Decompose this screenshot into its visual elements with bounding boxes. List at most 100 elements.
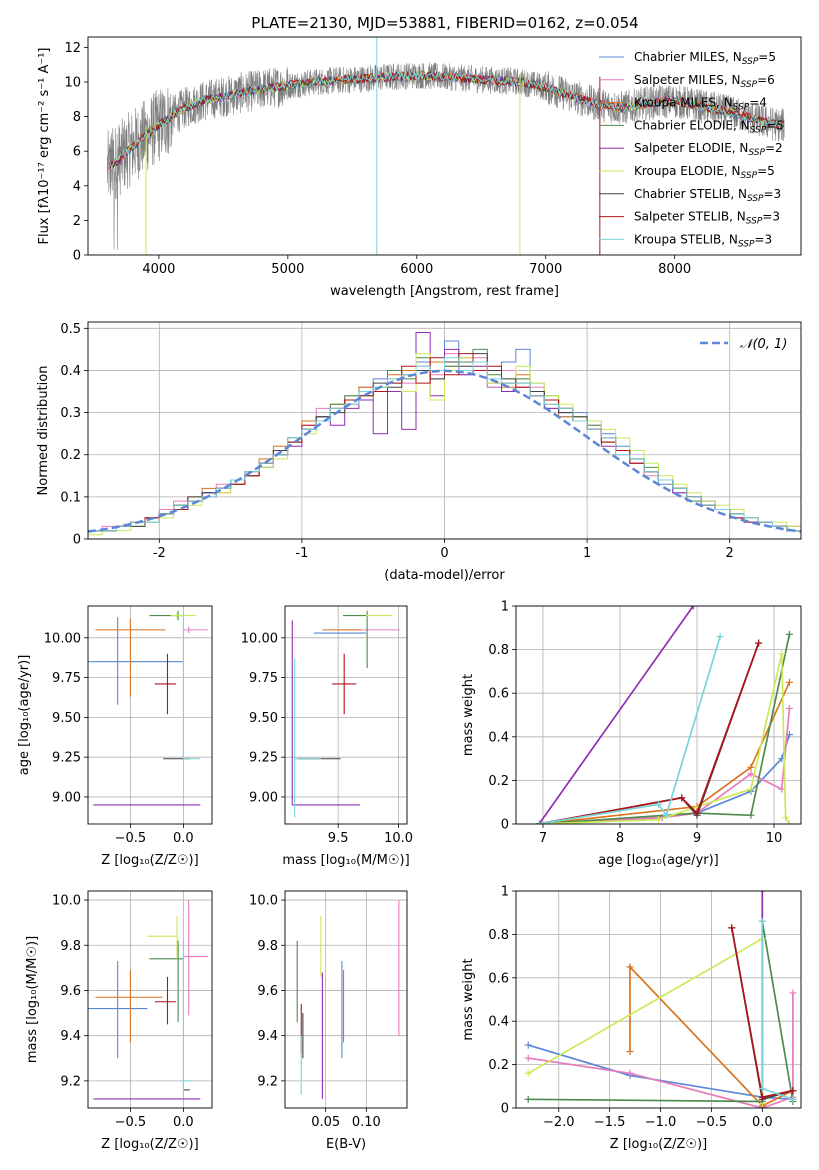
y-tick-label: 0.1: [60, 490, 81, 505]
weight-line: [538, 642, 760, 824]
weight-line: [539, 708, 791, 824]
errorbar: [183, 900, 208, 1016]
figure-title: PLATE=2130, MJD=53881, FIBERID=0162, z=0…: [251, 14, 638, 32]
y-tick-label: 10.0: [249, 894, 278, 909]
spectrum-lines: [107, 37, 785, 255]
y-axis-label: age [log₁₀(age/yr)]: [17, 655, 32, 776]
weight-marker: [755, 639, 763, 647]
y-tick-label: 9.00: [249, 790, 278, 805]
weight-vs-Z-chart: −2.0 −1.5 −1.0 −0.5 0.0 0 0.2 0.4 0.6 0.8 1 Z [log₁…: [461, 885, 802, 1152]
legend-label-sub: SSP: [741, 171, 758, 181]
weight-marker: [524, 1069, 532, 1077]
x-tick-label: 5000: [271, 262, 304, 277]
y-tick-label: 0.4: [488, 1015, 509, 1030]
x-tick-label: 0.10: [352, 1115, 381, 1130]
x-tick-label: -1: [295, 546, 308, 561]
y-tick-label: 6: [73, 145, 81, 160]
x-tick-label: 0.0: [173, 831, 194, 846]
weight-marker: [789, 1087, 797, 1095]
x-tick-label: -2: [153, 546, 166, 561]
legend-label: Chabrier STELIB, NSSP=3: [634, 187, 781, 204]
x-axis-label: Z [log₁₀(Z/Z☉)]: [610, 1137, 707, 1152]
y-tick-label: 9.6: [257, 984, 278, 999]
legend-label-tail: =3: [762, 210, 780, 224]
y-tick-label: 0.2: [488, 1058, 509, 1073]
legend-label-main: Kroupa ELODIE, N: [634, 164, 741, 178]
y-tick-label: 10.0: [52, 894, 81, 909]
weight-marker: [747, 770, 755, 778]
legend-label-tail: =5: [757, 164, 775, 178]
weight-line: [539, 634, 791, 824]
legend-label: Chabrier MILES, NSSP=5: [634, 50, 776, 67]
weight-marker: [655, 816, 662, 824]
weight-marker: [626, 963, 634, 971]
weight-marker: [655, 800, 662, 808]
grid-lines: [285, 606, 407, 824]
x-tick-label: 0.0: [173, 1115, 194, 1130]
mass-vs-ebv-chart: 0.05 0.10 9.2 9.4 9.6 9.8 10.0 E(B-V): [249, 890, 408, 1152]
weight-marker: [693, 809, 701, 817]
y-tick-label: 10.00: [44, 631, 81, 646]
x-tick-label: 6000: [400, 262, 433, 277]
weight-vs-age-chart: 7 8 9 10 0 0.2 0.4 0.6 0.8 1 age [log₁₀(age/yr)] ma…: [461, 600, 802, 868]
axes-frame: [284, 890, 408, 1109]
weight-line: [538, 636, 721, 824]
y-tick-label: 0.2: [60, 448, 81, 463]
weight-line: [538, 606, 694, 824]
legend-label: Salpeter ELODIE, NSSP=2: [634, 141, 783, 158]
errorbar: [181, 940, 193, 1095]
x-tick-label: 8000: [658, 262, 691, 277]
age-vs-mass-chart: 9.5 10.0 9.00 9.25 9.50 9.75 10.00 mass [log₁₀(…: [241, 605, 413, 868]
weight-marker: [524, 1095, 532, 1103]
x-tick-label: 2: [726, 546, 734, 561]
errorbar: [332, 653, 357, 715]
errorbar: [95, 970, 163, 1043]
legend-label-sub: SSP: [741, 80, 758, 90]
weight-marker: [626, 1048, 634, 1056]
weight-line: [629, 964, 794, 1107]
histograms: [88, 332, 801, 539]
legend-label-main: Salpeter MILES, N: [634, 73, 741, 87]
weight-marker: [626, 1069, 634, 1077]
x-tick-label: 4000: [142, 262, 175, 277]
weight-marker: [778, 650, 786, 658]
histogram-series: [88, 357, 801, 539]
y-tick-label: 0: [501, 818, 509, 833]
errorbar: [154, 653, 176, 715]
legend-label-sub: SSP: [742, 57, 759, 67]
errorbar: [291, 620, 360, 806]
axes-frame: [87, 605, 213, 825]
weight-marker: [758, 891, 766, 895]
errorbar-points: [291, 610, 400, 818]
weight-marker: [782, 813, 790, 821]
weight-marker: [747, 811, 755, 819]
legend-label: Kroupa MILES, NSSP=4: [634, 96, 767, 113]
x-tick-label: −0.5: [115, 831, 147, 846]
y-tick-label: 0.4: [488, 730, 509, 745]
axes-frame: [515, 605, 802, 825]
x-axis-label: Z [log₁₀(Z/Z☉)]: [101, 1137, 198, 1152]
weight-marker: [728, 924, 736, 932]
legend-label-sub: SSP: [738, 239, 755, 249]
errorbar: [149, 940, 184, 1023]
axes-frame: [87, 890, 213, 1109]
legend: 𝒩(0, 1): [700, 337, 787, 352]
x-tick-label: 9: [693, 831, 701, 846]
residuals-chart: -2 -1 0 1 2 0 0.1 0.2 0.3 0.4 0.5 (data-model)/erro…: [36, 321, 802, 583]
weight-marker: [758, 1084, 766, 1092]
errorbar: [182, 612, 201, 760]
axes-frame: [87, 321, 802, 540]
legend-label: Kroupa STELIB, NSSP=3: [634, 232, 772, 249]
weight-marker: [662, 811, 670, 819]
legend-label-main: Salpeter STELIB, N: [634, 210, 746, 224]
y-axis-label: Normed distribution: [36, 366, 51, 496]
legend-label: 𝒩(0, 1): [740, 337, 787, 352]
mass-vs-Z-chart: −0.5 0.0 9.2 9.4 9.6 9.8 10.0 Z [log₁₀(Z/Z☉)] ma…: [25, 890, 213, 1152]
weight-line: [539, 653, 791, 824]
errorbar-points: [88, 900, 208, 1100]
y-tick-label: 9.75: [52, 671, 81, 686]
weight-marker: [758, 917, 766, 925]
x-tick-label: 7: [539, 831, 547, 846]
legend-label-tail: =3: [764, 187, 782, 201]
y-tick-label: 9.75: [249, 671, 278, 686]
